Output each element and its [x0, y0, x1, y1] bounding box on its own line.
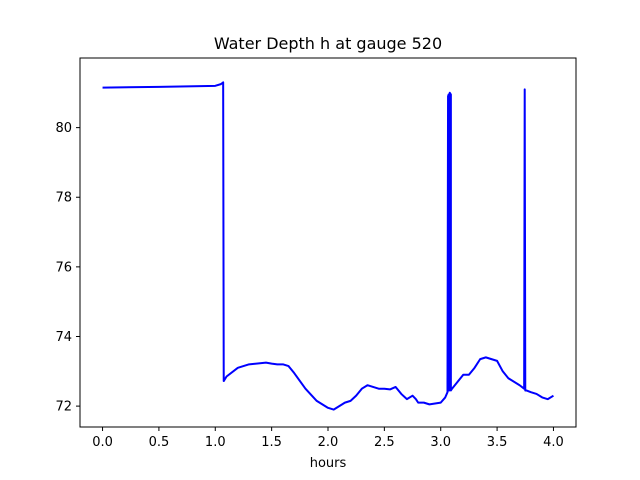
y-tick-label: 76	[55, 260, 72, 275]
x-tick-label: 3.0	[430, 435, 451, 450]
plot-frame	[79, 57, 577, 428]
x-tick-label: 1.0	[205, 435, 226, 450]
x-tick-label: 0.0	[92, 435, 113, 450]
y-tick-label: 72	[55, 400, 72, 415]
x-tick-label: 2.0	[318, 435, 339, 450]
x-tick-label: 0.5	[149, 435, 170, 450]
x-tick-label: 2.5	[374, 435, 395, 450]
y-tick-label: 74	[55, 330, 72, 345]
chart-title: Water Depth h at gauge 520	[214, 34, 442, 53]
x-axis-label: hours	[310, 456, 347, 471]
x-axis: 0.0 0.5 1.0 1.5 2.0 2.5 3.0 3.5 4.0	[92, 427, 564, 450]
x-tick-label: 1.5	[261, 435, 282, 450]
x-tick-label: 3.5	[487, 435, 508, 450]
plot-area	[102, 81, 554, 411]
x-tick-label: 4.0	[543, 435, 564, 450]
series-line-0	[102, 81, 554, 411]
y-tick-label: 80	[55, 121, 72, 136]
y-axis: 72 74 76 78 80	[55, 121, 80, 415]
y-tick-label: 78	[55, 191, 72, 206]
